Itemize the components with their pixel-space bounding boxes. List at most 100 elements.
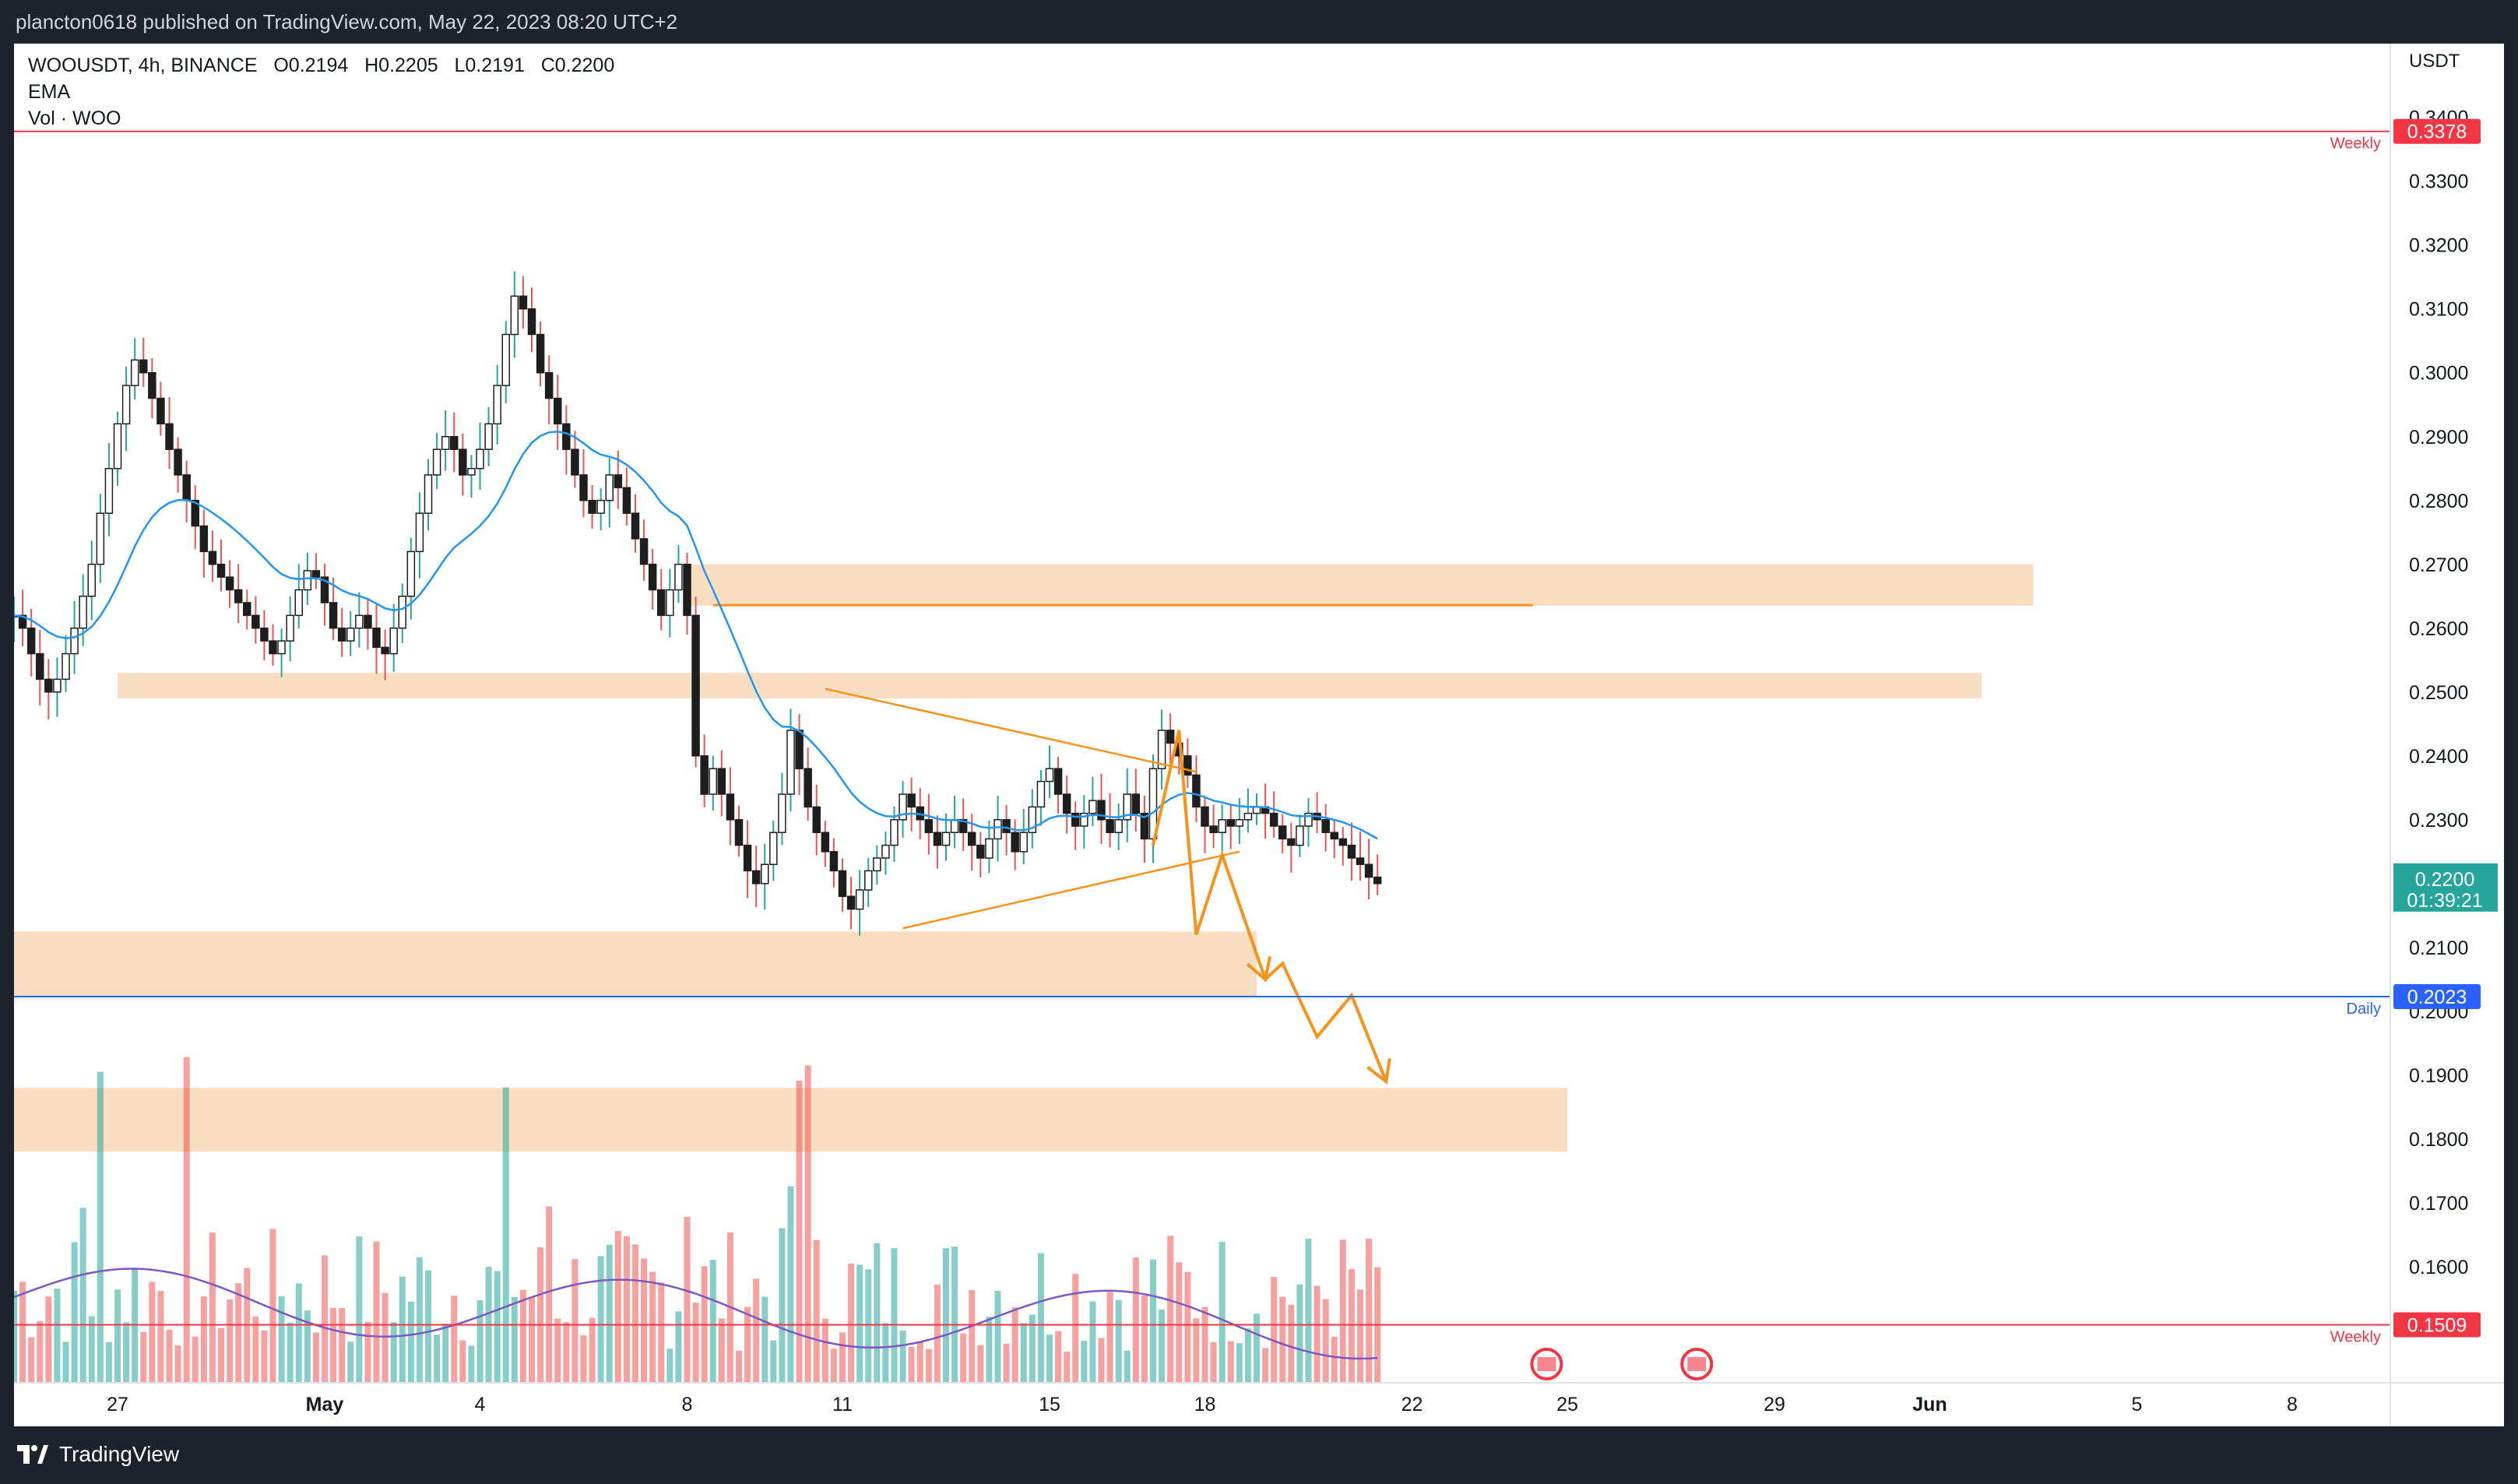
- candle-body: [890, 819, 899, 846]
- candle-body: [251, 614, 260, 629]
- candle-body: [1330, 832, 1338, 840]
- publish-header: plancton0618 published on TradingView.co…: [0, 0, 2518, 44]
- volume-bar: [882, 1323, 889, 1383]
- volume-bar: [200, 1296, 207, 1383]
- ema-line[interactable]: [13, 431, 1378, 840]
- candle-body: [761, 863, 769, 884]
- ema-label[interactable]: EMA: [28, 81, 71, 103]
- volume-bar: [79, 1208, 86, 1383]
- candle-body: [726, 793, 735, 821]
- supply-demand-zone[interactable]: [14, 1088, 1567, 1152]
- chart-panel[interactable]: Weekly Daily Weekly USDT 0.3400 0.3300 0.3200 0…: [9, 44, 2504, 1426]
- volume-legend[interactable]: Vol · WOO: [28, 107, 121, 130]
- candle-body: [1166, 730, 1175, 744]
- candle-body: [1218, 819, 1226, 833]
- volume-bar: [1357, 1289, 1363, 1383]
- candle-body: [751, 870, 761, 884]
- us-flag-stripes: [1537, 1357, 1556, 1371]
- volume-ma-line: [13, 1268, 1378, 1360]
- level-price-label-bg: [2393, 1312, 2481, 1338]
- volume-bar: [563, 1322, 570, 1383]
- candle-body: [364, 614, 372, 629]
- volume-bar: [718, 1318, 725, 1383]
- candle-body: [459, 448, 467, 476]
- symbol-info[interactable]: WOOUSDT, 4h, BINANCE: [28, 55, 258, 76]
- candle-body: [1011, 832, 1019, 853]
- candle-body: [873, 857, 881, 872]
- volume-bar: [425, 1270, 431, 1383]
- volume-bar: [839, 1332, 846, 1383]
- price-tick-label: 0.1900: [2409, 1065, 2468, 1087]
- volume-bar: [166, 1329, 173, 1383]
- volume-bar: [1064, 1351, 1071, 1383]
- candle-body: [148, 371, 156, 399]
- volume-bar: [54, 1288, 61, 1383]
- volume-bar: [494, 1271, 501, 1383]
- tradingview-logo[interactable]: TradingView: [17, 1442, 179, 1467]
- candle-body: [216, 564, 226, 578]
- candle-body: [441, 436, 450, 450]
- candle-body: [821, 832, 830, 853]
- volume-bar: [529, 1296, 535, 1383]
- volume-label[interactable]: Vol · WOO: [28, 107, 121, 129]
- candle-body: [269, 640, 277, 655]
- candle-body: [1338, 838, 1348, 846]
- candle-body: [554, 397, 562, 425]
- volume-bar: [554, 1318, 561, 1383]
- price-tick-label: 0.2900: [2409, 427, 2468, 448]
- price-tick-label: 0.2700: [2409, 554, 2468, 576]
- volume-bar: [623, 1236, 630, 1383]
- price-tick-label: 0.2600: [2409, 618, 2468, 640]
- volume-bar: [1193, 1318, 1200, 1383]
- volume-bar: [813, 1240, 820, 1383]
- volume-bar: [477, 1300, 484, 1383]
- candle-body: [70, 628, 79, 655]
- volume-bar: [969, 1289, 976, 1383]
- candle-body: [320, 576, 329, 603]
- current-price-box[interactable]: [2393, 863, 2498, 912]
- candle-body: [329, 602, 338, 629]
- volume-bar: [451, 1295, 458, 1383]
- countdown-label: 01:39:21: [2407, 890, 2482, 912]
- volume-bar: [821, 1318, 828, 1383]
- time-tick-label: 25: [1556, 1394, 1578, 1415]
- price-chart[interactable]: WeeklyDailyWeeklyUSDT0.34000.33000.32000…: [9, 44, 2504, 1426]
- supply-demand-zone[interactable]: [118, 673, 1982, 698]
- volume-bar: [589, 1317, 596, 1383]
- candle-body: [968, 832, 976, 846]
- time-tick-label: 4: [475, 1394, 486, 1415]
- candle-body: [389, 628, 398, 655]
- candle-body: [18, 614, 27, 629]
- candle-body: [62, 652, 70, 680]
- volume-bar: [1305, 1239, 1312, 1383]
- ema-legend[interactable]: EMA: [28, 81, 70, 104]
- volume-bar: [382, 1292, 389, 1383]
- triangle-line[interactable]: [825, 687, 1197, 773]
- price-tick-label: 0.3000: [2409, 363, 2468, 385]
- volume-bar: [1219, 1242, 1226, 1383]
- candle-body: [1356, 857, 1365, 865]
- candle-body: [1235, 819, 1244, 827]
- price-tick-label: 0.1700: [2409, 1193, 2468, 1215]
- volume-bar: [1279, 1296, 1286, 1383]
- candle-body: [96, 512, 105, 565]
- volume-bar: [1046, 1335, 1053, 1383]
- arrow-head: [1366, 1058, 1391, 1085]
- volume-bar: [62, 1342, 69, 1383]
- candle-body: [484, 423, 493, 450]
- volume-bar: [571, 1259, 579, 1383]
- volume-bar: [848, 1263, 855, 1383]
- supply-demand-zone[interactable]: [687, 564, 2034, 607]
- triangle-line[interactable]: [902, 850, 1240, 930]
- candle-body: [709, 768, 717, 795]
- candle-body: [993, 819, 1002, 840]
- candle-body: [415, 512, 424, 553]
- volume-bar: [1081, 1341, 1088, 1383]
- candle-body: [596, 500, 605, 514]
- supply-demand-zone[interactable]: [14, 931, 1257, 997]
- candle-body: [1296, 825, 1304, 846]
- volume-bar: [597, 1256, 604, 1383]
- volume-bar: [632, 1244, 638, 1383]
- candle-body: [666, 589, 674, 617]
- candle-body: [812, 806, 821, 833]
